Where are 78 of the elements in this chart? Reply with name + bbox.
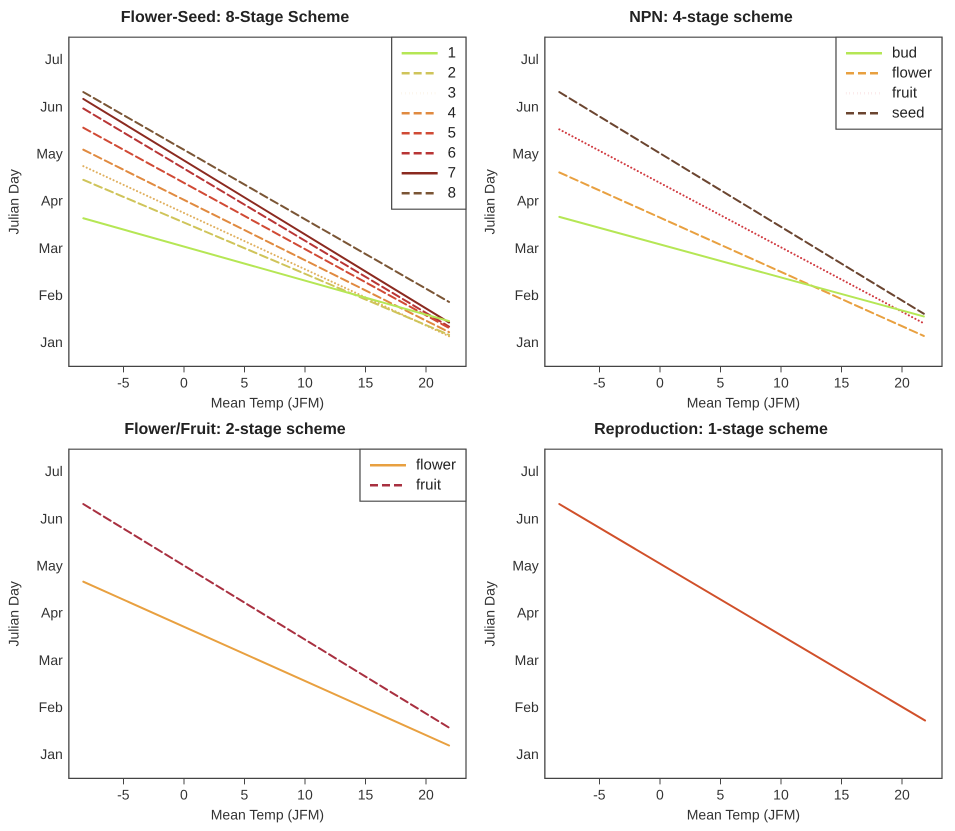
text: Mar	[38, 652, 64, 668]
legend-label: seed	[892, 104, 925, 122]
chart-title: NPN: 4-stage scheme	[629, 9, 793, 26]
x-axis-title: Mean Temp (JFM)	[210, 394, 324, 410]
text: Jul	[520, 463, 539, 480]
x-tick-label: 15	[358, 374, 374, 391]
legend-label: 8	[448, 184, 456, 202]
text: Feb	[514, 699, 540, 716]
text: Mar	[514, 652, 540, 668]
chart-title: Reproduction: 1-stage scheme	[594, 421, 828, 438]
x-tick-label: 5	[716, 786, 724, 803]
text: Jul	[44, 463, 63, 480]
x-tick-label: 0	[180, 786, 188, 803]
text: Jan	[40, 334, 63, 350]
x-tick-label: 10	[773, 786, 789, 803]
text: Jan	[516, 746, 539, 762]
text: Jun	[40, 510, 63, 526]
text: Apr	[41, 192, 64, 209]
x-tick-label: 0	[656, 786, 664, 803]
legend-label: 3	[448, 84, 456, 102]
text: Apr	[41, 604, 64, 621]
x-tick-label: 10	[773, 374, 789, 391]
x-tick-label: 0	[656, 374, 664, 391]
x-tick-label: 15	[358, 786, 374, 803]
x-tick-label: 20	[894, 374, 910, 391]
text: Jan	[516, 334, 539, 350]
x-tick-label: 10	[297, 786, 313, 803]
x-tick-label: 20	[894, 786, 910, 803]
text: May	[512, 145, 539, 162]
chart-title: Flower/Fruit: 2-stage scheme	[124, 421, 346, 438]
x-axis-title: Mean Temp (JFM)	[686, 806, 800, 822]
x-tick-label: 15	[834, 374, 850, 391]
legend-label: flower	[416, 456, 456, 474]
y-axis-title: Julian Day	[5, 169, 22, 234]
x-tick-label: 0	[180, 374, 188, 391]
x-axis-title: Mean Temp (JFM)	[686, 394, 800, 410]
text: Apr	[517, 192, 540, 209]
legend-label: fruit	[416, 476, 442, 494]
legend-label: flower	[892, 64, 932, 82]
y-axis-title: Julian Day	[481, 169, 498, 234]
legend-label: 5	[448, 124, 456, 142]
y-axis-title: Julian Day	[5, 581, 22, 646]
x-tick-label: 10	[297, 374, 313, 391]
text: Jun	[516, 510, 539, 526]
text: Jun	[516, 98, 539, 114]
chart-title: Flower-Seed: 8-Stage Scheme	[120, 9, 350, 26]
x-tick-label: -5	[593, 786, 606, 803]
text: Feb	[514, 287, 540, 304]
legend-label: 4	[448, 104, 456, 122]
x-tick-label: -5	[593, 374, 606, 391]
legend-label: 1	[448, 44, 456, 62]
text: Mar	[38, 240, 64, 256]
legend-label: fruit	[892, 84, 918, 102]
y-axis-title: Julian Day	[481, 581, 498, 646]
text: Feb	[38, 699, 64, 716]
x-axis-title: Mean Temp (JFM)	[210, 806, 324, 822]
text: May	[36, 557, 63, 574]
legend-label: 6	[448, 144, 456, 162]
x-tick-label: 20	[418, 786, 434, 803]
x-tick-label: 5	[240, 374, 248, 391]
legend-label: 7	[448, 164, 456, 182]
text: Mar	[514, 240, 540, 256]
legend-label: bud	[892, 44, 918, 62]
x-tick-label: 15	[834, 786, 850, 803]
x-tick-label: 5	[240, 786, 248, 803]
x-tick-label: 5	[716, 374, 724, 391]
x-tick-label: 20	[418, 374, 434, 391]
text: Apr	[517, 604, 540, 621]
text: Jan	[40, 746, 63, 762]
legend-label: 2	[448, 64, 456, 82]
text: May	[36, 145, 63, 162]
text: Jun	[40, 98, 63, 114]
x-tick-label: -5	[117, 786, 130, 803]
x-tick-label: -5	[117, 374, 130, 391]
text: Jul	[44, 51, 63, 68]
text: Feb	[38, 287, 64, 304]
text: May	[512, 557, 539, 574]
text: Jul	[520, 51, 539, 68]
